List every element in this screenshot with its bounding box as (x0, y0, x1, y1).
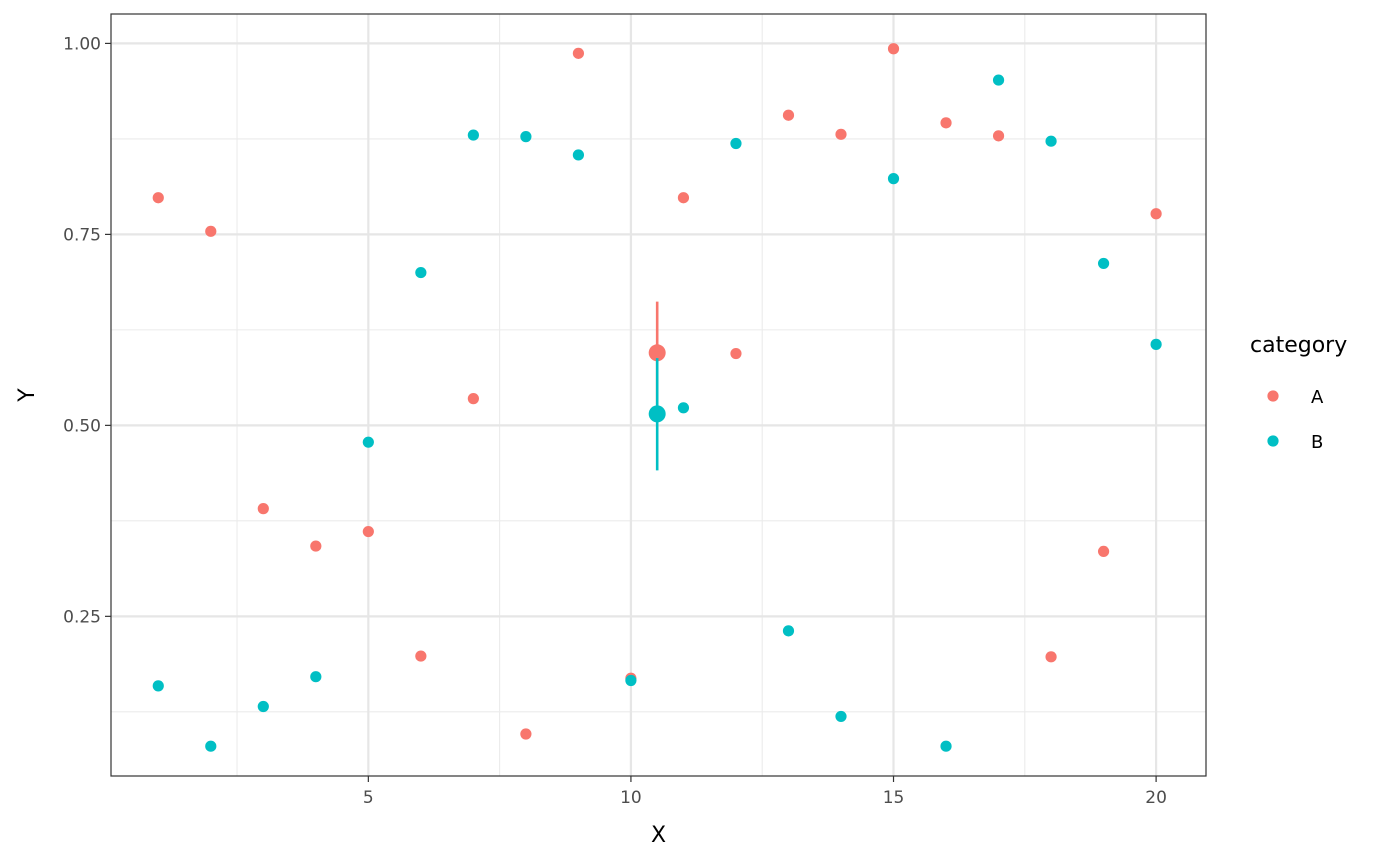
y-tick-label: 0.25 (63, 607, 101, 627)
data-point-a (835, 128, 847, 140)
data-point-b (677, 402, 690, 414)
x-tick-label: 15 (883, 788, 905, 808)
data-point-b (310, 671, 322, 683)
data-point-a (940, 117, 952, 129)
data-point-a (782, 109, 795, 121)
summary-mean-b (648, 405, 666, 423)
plot-panel-border (110, 13, 1207, 777)
legend: category A B (1250, 333, 1347, 453)
data-point-a (572, 47, 585, 59)
data-point-a (1150, 208, 1162, 220)
legend-label-a: A (1311, 387, 1324, 408)
legend-key-a (1267, 390, 1279, 402)
data-point-b (467, 129, 479, 141)
data-point-b (730, 137, 742, 150)
data-points (152, 43, 1162, 752)
legend-title: category (1250, 333, 1347, 358)
data-point-a (730, 347, 742, 360)
x-axis-title: X (651, 823, 666, 848)
data-point-b (782, 625, 795, 637)
data-point-a (1045, 651, 1057, 663)
data-point-b (1045, 135, 1057, 147)
data-point-a (887, 43, 900, 55)
summary-pointranges (648, 301, 666, 471)
data-point-a (310, 540, 322, 552)
legend-key-b (1267, 435, 1279, 447)
x-tick-label: 10 (620, 788, 642, 808)
data-point-a (205, 225, 217, 237)
major-gridlines (111, 14, 1206, 776)
y-axis: 0.25 0.50 0.75 1.00 (63, 34, 111, 627)
data-point-b (362, 436, 374, 448)
data-point-a (992, 130, 1005, 142)
data-point-a (257, 503, 269, 515)
data-point-b (887, 173, 900, 185)
data-point-a (415, 650, 427, 662)
y-tick-label: 0.75 (63, 225, 101, 245)
data-point-b (520, 131, 532, 143)
y-tick-label: 1.00 (63, 34, 101, 54)
data-point-a (467, 393, 479, 405)
data-point-b (205, 740, 217, 752)
y-tick-label: 0.50 (63, 416, 101, 436)
data-point-b (835, 710, 847, 723)
data-point-b (257, 700, 269, 713)
data-point-b (940, 740, 952, 752)
data-point-a (1097, 545, 1110, 558)
x-axis: 5 10 15 20 (363, 776, 1167, 808)
data-point-b (572, 149, 585, 161)
data-point-b (1097, 257, 1110, 270)
summary-mean-a (648, 344, 666, 362)
data-point-b (625, 674, 637, 687)
plot-panel-background (111, 14, 1206, 776)
x-tick-label: 20 (1145, 788, 1167, 808)
data-point-b (992, 74, 1005, 86)
minor-gridlines (111, 14, 1206, 776)
data-point-b (415, 266, 427, 279)
data-point-a (520, 728, 532, 740)
y-axis-title: Y (15, 388, 40, 403)
data-point-a (362, 525, 374, 538)
legend-label-b: B (1311, 432, 1323, 453)
x-tick-label: 5 (363, 788, 374, 808)
data-point-b (152, 680, 164, 692)
data-point-b (1150, 338, 1162, 350)
data-point-a (152, 192, 164, 204)
data-point-a (677, 192, 690, 204)
